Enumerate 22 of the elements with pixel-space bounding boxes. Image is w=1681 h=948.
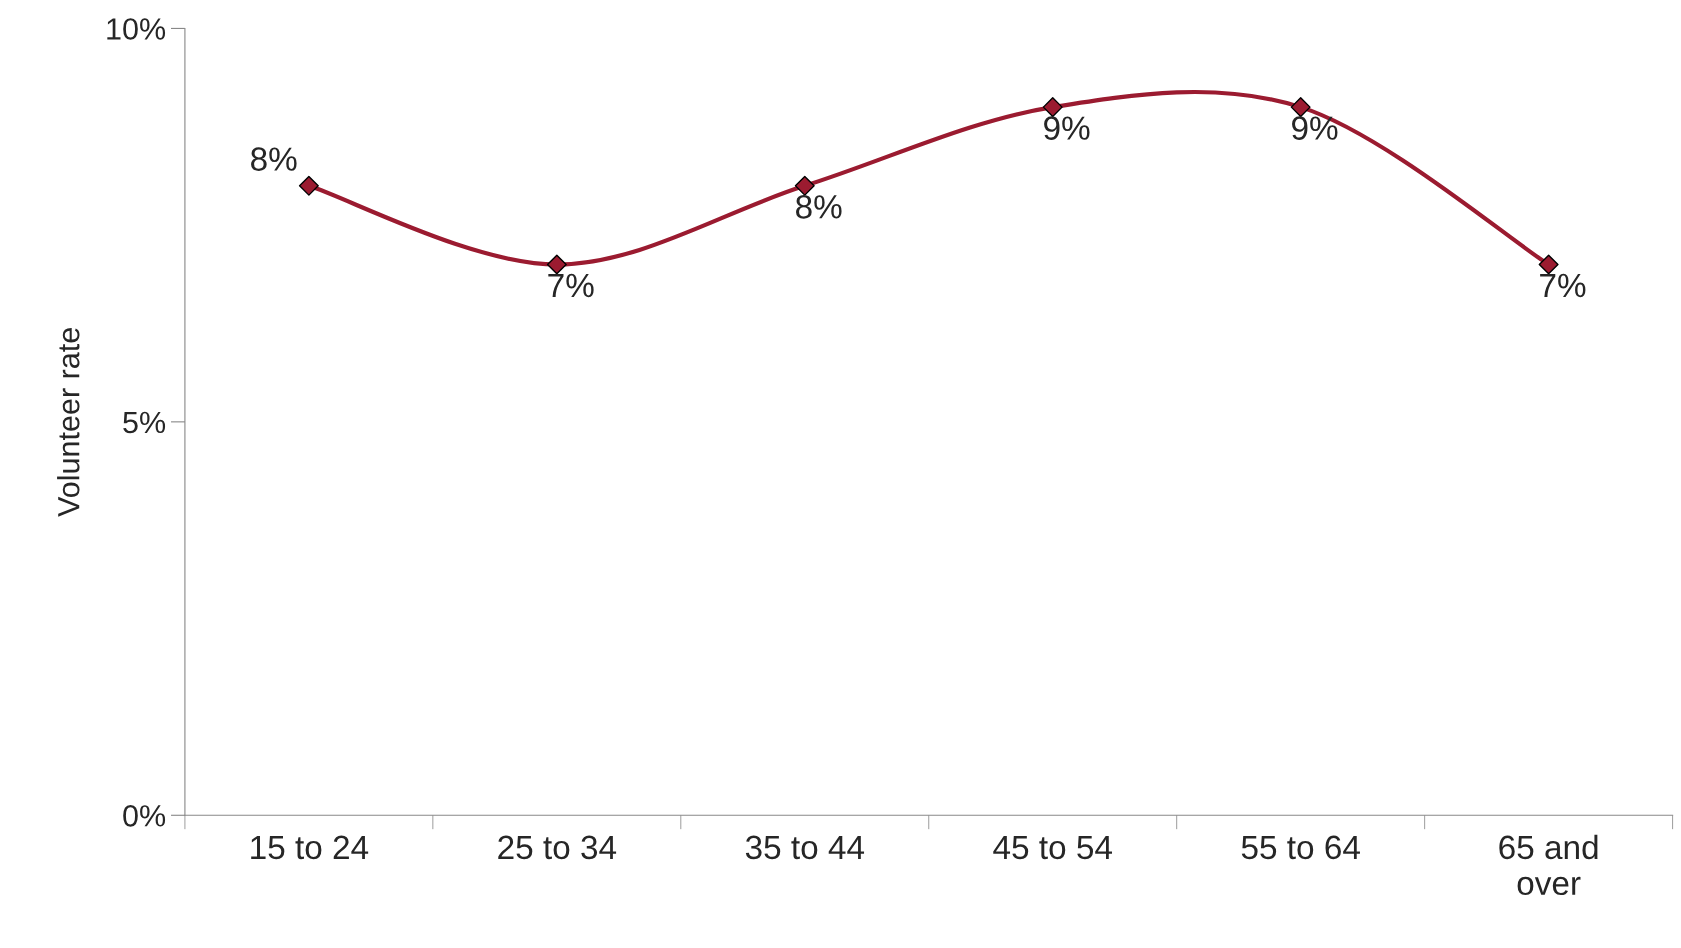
data-label: 7% [548,273,594,298]
x-tick-label: 25 to 34 [498,835,617,860]
point [298,175,319,196]
point [1290,97,1311,118]
data-label: 9% [1292,116,1338,140]
data-label: 7% [1540,273,1586,298]
x-tick-label: 65 and over [1499,834,1598,896]
point [546,254,567,275]
x-tick-label: 45 to 54 [993,835,1112,860]
data-label: 9% [1044,116,1090,140]
point [1538,254,1559,275]
x-tick-label: 15 to 24 [251,835,369,860]
point [1042,97,1063,118]
data-label: 8% [796,195,842,219]
x-tick-label: 35 to 44 [745,835,865,860]
y-axis-title: Volunteer rate [57,328,80,517]
data-label: 8% [251,147,297,171]
y-tick-label: 0% [123,805,166,827]
y-tick-label: 10% [107,18,166,40]
y-tick-label: 5% [123,411,166,434]
x-tick-label: 55 to 64 [1241,835,1360,860]
point [794,175,815,196]
